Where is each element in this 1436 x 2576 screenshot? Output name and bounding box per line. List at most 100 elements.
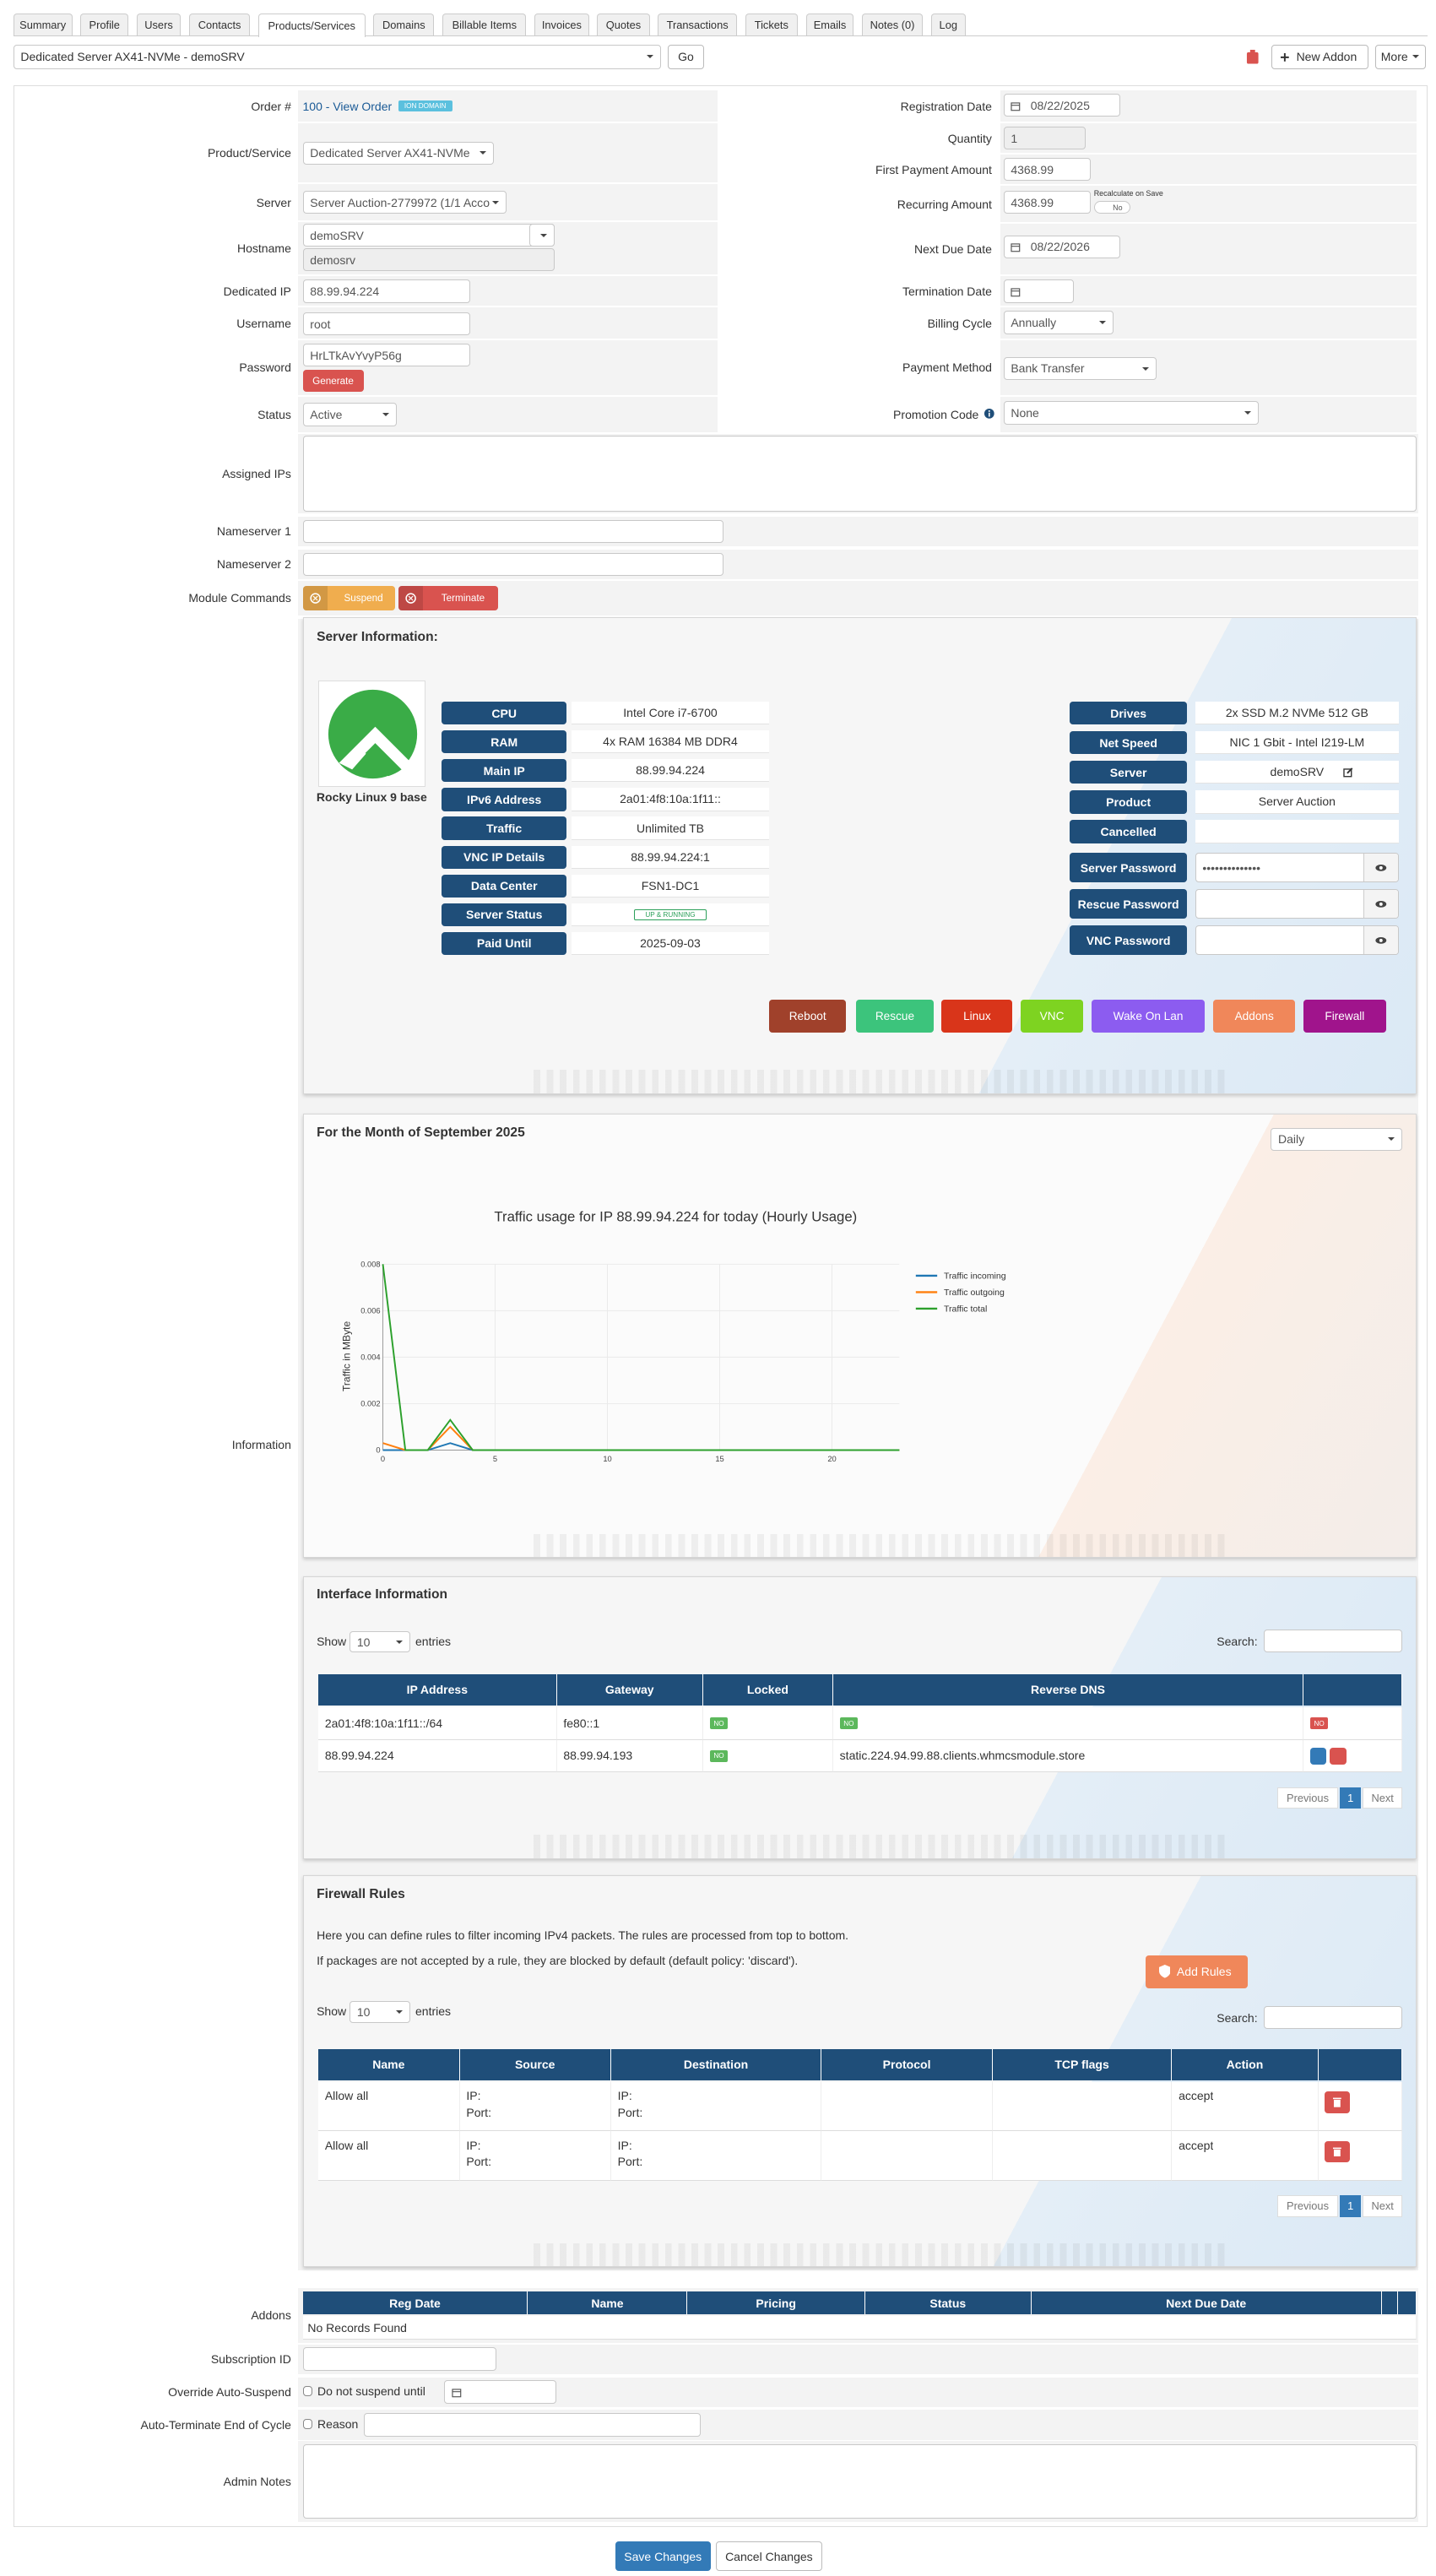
new-addon-button[interactable]: New Addon — [1271, 44, 1369, 69]
subscription-id-input[interactable] — [302, 2347, 497, 2371]
server-select[interactable]: Server Auction-2779972 (1/1 Acco — [302, 191, 507, 214]
product-select[interactable]: Dedicated Server AX41-NVMe — [302, 141, 494, 165]
action-button[interactable]: Firewall — [1303, 999, 1386, 1033]
pagination-2[interactable]: Next — [1363, 1787, 1403, 1809]
tab[interactable]: Log — [930, 13, 966, 35]
action-button[interactable]: VNC — [1021, 999, 1084, 1033]
save-button[interactable]: Save Changes — [615, 2541, 711, 2572]
search-input[interactable] — [1264, 1629, 1403, 1653]
tab[interactable]: Invoices — [534, 13, 589, 35]
delete-rule-button[interactable] — [1325, 2140, 1350, 2163]
more-button[interactable]: More — [1374, 44, 1427, 69]
field-label: Server — [256, 195, 291, 209]
password-field[interactable] — [1195, 889, 1400, 919]
auto-terminate-checkbox[interactable] — [302, 2419, 313, 2429]
pagination-2[interactable]: Next — [1363, 2195, 1403, 2217]
eye-icon — [1375, 864, 1387, 871]
tab[interactable]: Users — [136, 13, 182, 35]
password-field[interactable]: •••••••••••••• — [1195, 853, 1400, 883]
x-tick-label: 15 — [715, 1455, 723, 1463]
tab[interactable]: Transactions — [658, 13, 737, 35]
traffic-panel: For the Month of September 2025 Daily Traf… — [302, 1114, 1417, 1559]
generate-button[interactable]: Generate — [302, 370, 364, 392]
field-label: Promotion Code — [893, 407, 979, 421]
next-due-input[interactable]: 08/22/2026 — [1003, 235, 1120, 258]
hostname-dropdown[interactable] — [529, 223, 555, 247]
recalc-toggle[interactable]: No — [1093, 200, 1130, 214]
x-tick-label: 10 — [603, 1455, 611, 1463]
tab[interactable]: Profile — [80, 13, 128, 35]
plus-icon — [1280, 53, 1289, 62]
admin-notes-textarea[interactable] — [302, 2444, 1417, 2519]
action-button[interactable]: Addons — [1212, 999, 1296, 1033]
termination-input[interactable] — [1003, 279, 1075, 303]
pdf-icon — [1246, 50, 1259, 64]
delete-rule-button[interactable] — [1325, 2091, 1350, 2113]
suspend-button[interactable]: Suspend — [302, 585, 395, 610]
add-rules-button[interactable]: Add Rules — [1146, 1955, 1248, 1988]
x-tick-label: 0 — [380, 1455, 384, 1463]
addon-column-header — [1398, 2291, 1417, 2315]
tab[interactable]: Emails — [805, 13, 854, 35]
tab[interactable]: Billable Items — [442, 13, 527, 35]
cancel-button[interactable]: Cancel Changes — [715, 2541, 823, 2572]
action-button[interactable]: Wake On Lan — [1091, 999, 1206, 1033]
column-header: Destination — [610, 2048, 822, 2080]
action-button[interactable]: Reboot — [768, 999, 847, 1033]
page-size-select[interactable]: 10 — [350, 2001, 411, 2023]
nameserver-2-input[interactable] — [302, 552, 724, 576]
billing-cycle-select[interactable]: Annually — [1003, 311, 1114, 334]
hostname-input[interactable]: demoSRV — [302, 223, 555, 247]
tab[interactable]: Domains — [373, 13, 435, 35]
tab[interactable]: Notes (0) — [861, 13, 924, 35]
field-label: Admin Notes — [223, 2475, 291, 2489]
first-payment-input[interactable]: 4368.99 — [1003, 158, 1091, 182]
service-select[interactable]: Dedicated Server AX41-NVMe - demoSRV — [13, 44, 662, 69]
series-line — [382, 1264, 899, 1451]
edit-rdns-button[interactable] — [1309, 1748, 1327, 1765]
password-field[interactable] — [1195, 925, 1400, 956]
pagination-0[interactable]: Previous — [1276, 1787, 1339, 1809]
field-label: Username — [236, 316, 291, 330]
recurring-input[interactable]: 4368.99 — [1003, 191, 1091, 214]
rule-cell: IP: Port: — [459, 2081, 611, 2132]
tab[interactable]: Tickets — [745, 13, 798, 35]
override-checkbox[interactable] — [302, 2386, 313, 2396]
go-button[interactable]: Go — [668, 44, 704, 69]
tab[interactable]: Quotes — [597, 13, 650, 35]
action-button[interactable]: Linux — [941, 999, 1013, 1033]
pagination-1[interactable]: 1 — [1340, 2195, 1362, 2217]
reset-rdns-button[interactable] — [1330, 1748, 1347, 1765]
quantity-input[interactable]: 1 — [1003, 127, 1086, 150]
action-button[interactable]: Rescue — [856, 999, 934, 1033]
pagination-0[interactable]: Previous — [1276, 2195, 1339, 2217]
tab[interactable]: Contacts — [189, 13, 251, 35]
field-label: Nameserver 1 — [216, 524, 291, 539]
traffic-chart: Traffic usage for IP 88.99.94.224 for to… — [340, 1209, 1005, 1463]
gateway-cell: 88.99.94.193 — [556, 1739, 703, 1773]
pagination-1[interactable]: 1 — [1340, 1787, 1362, 1809]
rule-cell: accept — [1172, 2081, 1319, 2132]
payment-method-select[interactable]: Bank Transfer — [1003, 356, 1157, 381]
reason-input[interactable] — [363, 2413, 702, 2437]
tab[interactable]: Summary — [13, 13, 73, 35]
dedicated-ip-input[interactable]: 88.99.94.224 — [302, 279, 471, 303]
status-select[interactable]: Active — [302, 403, 397, 426]
username-input[interactable]: root — [302, 312, 471, 336]
addon-column-header — [1381, 2291, 1399, 2315]
page-size-select[interactable]: 10 — [350, 1630, 411, 1653]
nameserver-1-input[interactable] — [302, 519, 724, 543]
tab[interactable]: Products/Services — [257, 13, 366, 37]
period-select[interactable]: Daily — [1271, 1127, 1403, 1151]
override-date-input[interactable] — [444, 2380, 556, 2404]
password-input[interactable]: HrLTkAvYvyP56g — [302, 344, 471, 367]
assigned-ips-textarea[interactable] — [302, 436, 1417, 512]
terminate-button[interactable]: Terminate — [398, 585, 499, 610]
column-header: Reverse DNS — [832, 1673, 1304, 1706]
rule-name: Allow all — [324, 2138, 369, 2152]
rule-cell — [1318, 2081, 1403, 2132]
search-input[interactable] — [1264, 2006, 1403, 2030]
info-label: Server — [1070, 761, 1187, 784]
registration-date-input[interactable]: 08/22/2025 — [1003, 94, 1120, 117]
promotion-select[interactable]: None — [1003, 401, 1259, 425]
